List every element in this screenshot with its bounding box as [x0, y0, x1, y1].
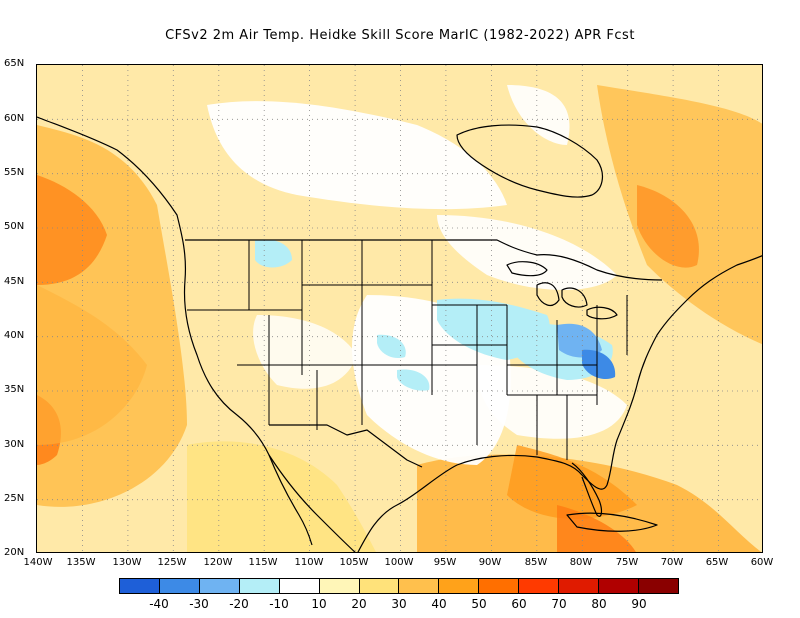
colorbar — [119, 578, 679, 594]
lon-label-135w: 135W — [66, 557, 96, 568]
lat-label-40n: 40N — [4, 330, 25, 341]
colorbar-swatch — [159, 579, 200, 593]
colorbar-tick-label: -10 — [269, 597, 289, 611]
lon-label-110w: 110W — [294, 557, 324, 568]
colorbar-swatch — [279, 579, 320, 593]
colorbar-swatch — [559, 579, 600, 593]
lon-label-125w: 125W — [157, 557, 187, 568]
colorbar-swatch — [439, 579, 480, 593]
colorbar-swatch — [120, 579, 160, 593]
chart-title: CFSv2 2m Air Temp. Heidke Skill Score Ma… — [165, 28, 635, 43]
colorbar-swatch — [199, 579, 240, 593]
lon-label-95w: 95W — [433, 557, 457, 568]
lat-label-35n: 35N — [4, 384, 25, 395]
lon-label-60w: 60W — [750, 557, 774, 568]
lat-label-45n: 45N — [4, 276, 25, 287]
colorbar-swatch — [479, 579, 520, 593]
lat-label-55n: 55N — [4, 167, 25, 178]
lon-label-100w: 100W — [384, 557, 414, 568]
colorbar-swatch — [519, 579, 560, 593]
colorbar-swatch — [319, 579, 360, 593]
lat-label-30n: 30N — [4, 439, 25, 450]
lat-label-50n: 50N — [4, 221, 25, 232]
lat-label-20n: 20N — [4, 547, 25, 558]
lat-label-65n: 65N — [4, 58, 25, 69]
colorbar-tick-label: -40 — [149, 597, 169, 611]
skill-score-map — [37, 65, 762, 552]
colorbar-tick-label: 10 — [311, 597, 327, 611]
colorbar-swatch — [239, 579, 280, 593]
colorbar-swatch — [638, 579, 678, 593]
lat-label-60n: 60N — [4, 113, 25, 124]
colorbar-tick-label: 20 — [351, 597, 367, 611]
colorbar-tick-label: 30 — [391, 597, 407, 611]
lon-label-105w: 105W — [339, 557, 369, 568]
colorbar-tick-label: 50 — [471, 597, 487, 611]
lon-label-120w: 120W — [203, 557, 233, 568]
colorbar-tick-label: 90 — [631, 597, 647, 611]
lon-label-90w: 90W — [478, 557, 502, 568]
colorbar-swatch — [599, 579, 639, 593]
colorbar-swatch — [399, 579, 440, 593]
lon-label-115w: 115W — [248, 557, 278, 568]
colorbar-swatch — [359, 579, 400, 593]
lat-label-25n: 25N — [4, 493, 25, 504]
colorbar-tick-label: 40 — [431, 597, 447, 611]
colorbar-tick-label: 60 — [511, 597, 527, 611]
lon-label-75w: 75W — [615, 557, 639, 568]
lon-label-130w: 130W — [112, 557, 142, 568]
map-panel — [36, 64, 763, 553]
colorbar-tick-label: 80 — [591, 597, 607, 611]
lon-label-140w: 140W — [23, 557, 53, 568]
colorbar-tick-label: 70 — [551, 597, 567, 611]
lon-label-65w: 65W — [705, 557, 729, 568]
lon-label-70w: 70W — [660, 557, 684, 568]
colorbar-tick-label: -30 — [189, 597, 209, 611]
lon-label-80w: 80W — [569, 557, 593, 568]
lon-label-85w: 85W — [524, 557, 548, 568]
colorbar-tick-label: -20 — [229, 597, 249, 611]
